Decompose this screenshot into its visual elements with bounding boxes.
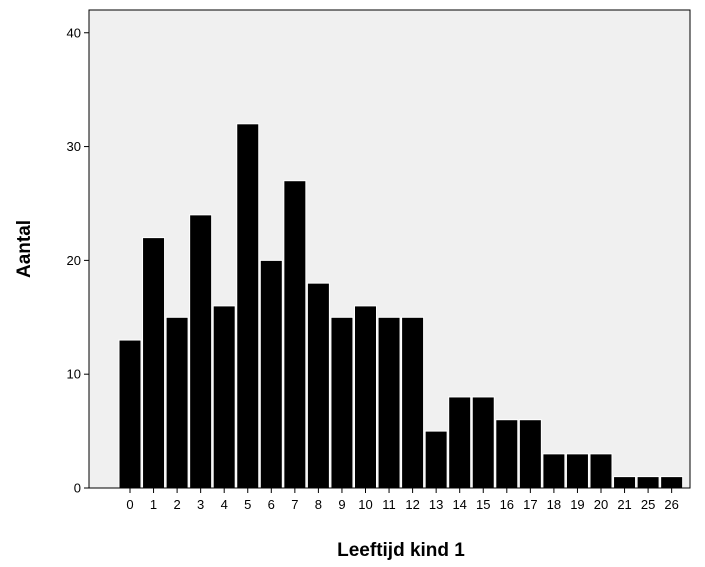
x-tick-label-2: 2 [173, 497, 180, 512]
bar-15 [471, 396, 495, 489]
y-tick-label-10: 10 [67, 367, 81, 382]
x-tick-label-12: 12 [405, 497, 419, 512]
bar-1 [142, 237, 166, 489]
x-tick-label-16: 16 [500, 497, 514, 512]
bar-19 [565, 453, 589, 489]
bar-8 [306, 282, 330, 489]
x-tick-label-18: 18 [547, 497, 561, 512]
x-tick-label-0: 0 [126, 497, 133, 512]
bar-26 [660, 476, 684, 489]
x-tick-label-3: 3 [197, 497, 204, 512]
y-tick-label-40: 40 [67, 25, 81, 40]
bar-11 [377, 316, 401, 489]
bar-2 [165, 316, 189, 489]
x-tick-label-19: 19 [570, 497, 584, 512]
x-tick-label-21: 21 [617, 497, 631, 512]
bar-0 [118, 339, 142, 489]
x-tick-label-8: 8 [315, 497, 322, 512]
bar-20 [589, 453, 613, 489]
x-tick-label-15: 15 [476, 497, 490, 512]
bar-3 [189, 214, 213, 489]
bar-9 [330, 316, 354, 489]
bar-4 [212, 305, 236, 489]
x-tick-label-1: 1 [150, 497, 157, 512]
bar-14 [448, 396, 472, 489]
x-tick-label-5: 5 [244, 497, 251, 512]
bar-5 [236, 123, 260, 489]
bar-10 [354, 305, 377, 489]
y-tick-label-20: 20 [67, 253, 81, 268]
y-tick-label-30: 30 [67, 139, 81, 154]
x-tick-label-9: 9 [338, 497, 345, 512]
x-tick-label-10: 10 [358, 497, 372, 512]
x-tick-label-26: 26 [664, 497, 678, 512]
x-tick-label-11: 11 [382, 497, 396, 512]
x-tick-label-13: 13 [429, 497, 443, 512]
x-tick-label-7: 7 [291, 497, 298, 512]
bar-7 [283, 180, 307, 489]
x-tick-label-17: 17 [523, 497, 537, 512]
x-tick-label-6: 6 [268, 497, 275, 512]
x-tick-label-4: 4 [221, 497, 228, 512]
x-tick-label-20: 20 [594, 497, 608, 512]
bars-group [118, 123, 684, 489]
bar-13 [424, 430, 448, 489]
x-tick-label-25: 25 [641, 497, 655, 512]
y-tick-label-0: 0 [74, 481, 81, 496]
bar-21 [613, 476, 637, 489]
bar-17 [518, 419, 542, 489]
x-axis-title: Leeftijd kind 1 [337, 540, 465, 561]
bar-18 [542, 453, 566, 489]
bar-25 [636, 476, 660, 489]
x-axis: 0 1 2 3 4 5 6 7 8 9 10 11 12 13 14 15 16 17 18 19 20 21 25 26 [126, 488, 679, 512]
y-axis-title: Aantal [14, 220, 35, 278]
bar-6 [259, 259, 283, 489]
x-tick-label-14: 14 [452, 497, 466, 512]
y-axis: 0 10 20 30 40 [67, 25, 89, 496]
bar-16 [495, 419, 519, 489]
bar-12 [401, 316, 425, 489]
